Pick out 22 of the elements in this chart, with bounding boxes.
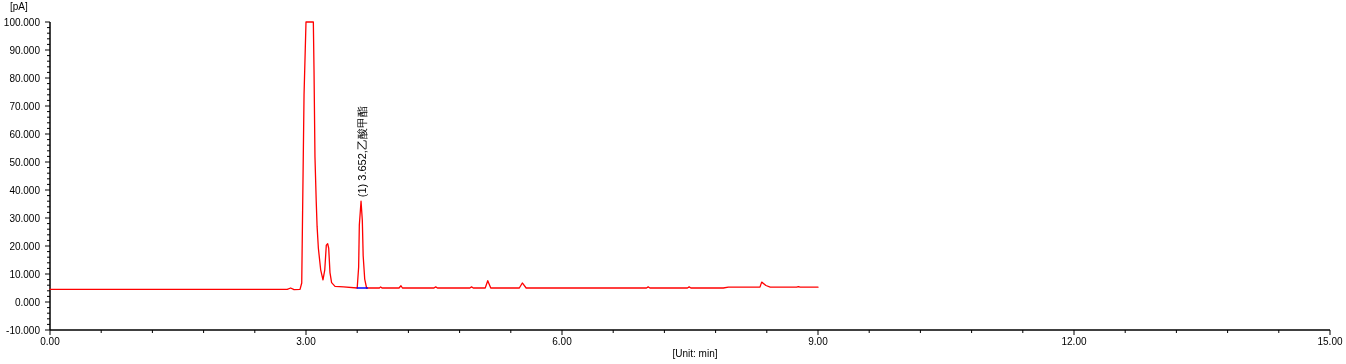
x-tick-label: 3.00: [296, 336, 317, 347]
y-tick-label: 10.000: [9, 268, 41, 280]
y-tick-label: 40.000: [9, 184, 41, 196]
y-tick-label: -10.000: [6, 324, 41, 336]
y-tick-label: 70.000: [9, 100, 41, 112]
x-tick-label: 12.00: [1061, 336, 1087, 347]
y-tick-label: 30.000: [9, 212, 41, 224]
x-tick-label: 15.00: [1317, 336, 1343, 347]
y-axis-title: [pA]: [10, 1, 29, 12]
x-axis-title: [Unit: min]: [672, 348, 718, 359]
annotation: (1) 3.652,乙酸甲酯: [355, 106, 368, 198]
y-tick-label: 0.000: [14, 296, 41, 308]
x-tick-label: 0.00: [40, 336, 61, 347]
line-series: [49, 21, 819, 291]
x-tick-label: 6.00: [552, 336, 573, 347]
y-tick-label: 80.000: [9, 72, 41, 84]
x-tick-label: 9.00: [808, 336, 829, 347]
y-tick-label: 90.000: [9, 44, 41, 56]
y-tick-label: 100.000: [3, 16, 41, 28]
y-tick-label: 60.000: [9, 128, 41, 140]
y-tick-label: 50.000: [9, 156, 41, 168]
y-tick-label: 20.000: [9, 240, 41, 252]
